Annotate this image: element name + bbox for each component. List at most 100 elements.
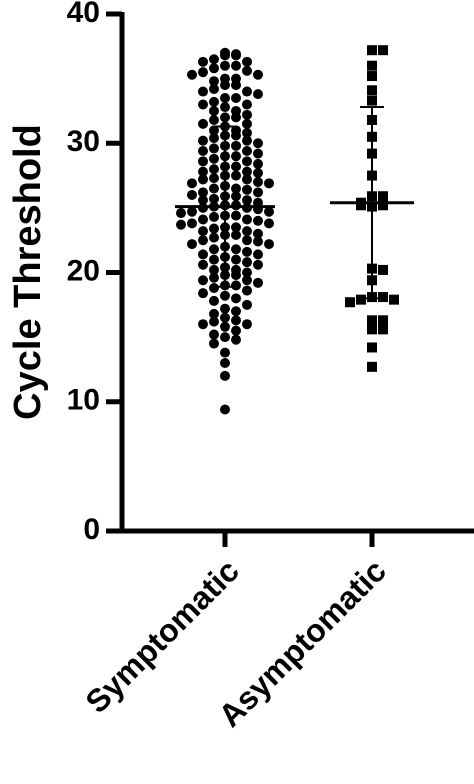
point [231,306,241,317]
point [231,254,241,265]
point [220,312,230,323]
point [209,338,219,349]
point [367,315,377,326]
point [231,183,241,194]
point [231,293,241,304]
point [231,230,241,241]
point [242,184,252,195]
point [198,99,208,110]
point [198,174,208,185]
point [209,173,219,184]
point [198,195,208,206]
point [198,166,208,177]
point [220,357,230,368]
point [209,316,219,327]
point [198,288,208,299]
point [231,334,241,345]
point [187,178,197,189]
point [389,294,399,305]
point [242,195,252,206]
point [209,125,219,136]
point [242,319,252,330]
point [209,232,219,243]
point [209,272,219,283]
point [231,222,241,233]
point [242,166,252,177]
point [367,342,377,353]
point [242,235,252,246]
point [220,332,230,343]
y-tick-label: 30 [67,125,100,158]
point [242,99,252,110]
point [345,297,355,308]
point [253,249,263,260]
point [242,56,252,67]
point [378,315,388,326]
point [209,254,219,265]
point [187,69,197,80]
point [356,294,366,305]
point [198,118,208,129]
point [176,219,186,230]
point [198,135,208,146]
x-tick-label: Symptomatic [78,552,246,720]
point [209,223,219,234]
point [198,56,208,67]
point [231,60,241,71]
point [209,143,219,154]
point [220,93,230,104]
point [367,95,377,106]
point [198,214,208,225]
point [242,86,252,97]
point [187,189,197,200]
point [220,347,230,358]
point [242,127,252,138]
y-tick-label: 20 [67,254,100,287]
point [253,236,263,247]
point [367,85,377,96]
point [198,67,208,78]
point [253,259,263,270]
point [231,280,241,291]
point [209,211,219,222]
point [176,208,186,219]
point [378,45,388,56]
point [198,86,208,97]
point [242,257,252,268]
point [378,324,388,335]
point [253,177,263,188]
point [378,292,388,303]
point [209,329,219,340]
point [220,112,230,123]
point [209,54,219,65]
point [231,270,241,281]
point [220,102,230,113]
point [242,174,252,185]
point [367,324,377,335]
y-tick-label: 40 [67,0,100,29]
point [220,50,230,61]
point [220,60,230,71]
point [231,112,241,123]
point [209,83,219,94]
point [220,290,230,301]
point [198,249,208,260]
point [198,235,208,246]
y-tick-label: 0 [83,513,100,546]
point [242,118,252,129]
point [187,218,197,229]
point [198,146,208,157]
point [231,151,241,162]
point [253,167,263,178]
point [198,319,208,330]
point [253,187,263,198]
point [209,133,219,144]
point [242,146,252,157]
point [209,164,219,175]
point [209,96,219,107]
point [198,187,208,198]
point [209,308,219,319]
point [378,191,388,202]
point [367,45,377,56]
